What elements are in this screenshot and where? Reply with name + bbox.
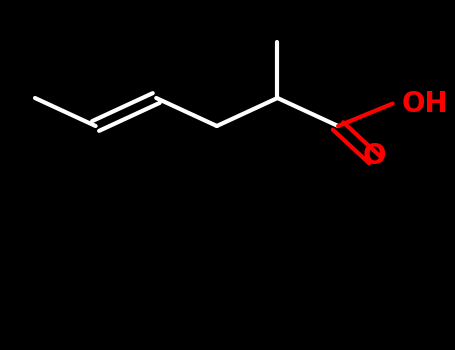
Text: OH: OH (401, 90, 448, 118)
Text: O: O (363, 142, 386, 170)
